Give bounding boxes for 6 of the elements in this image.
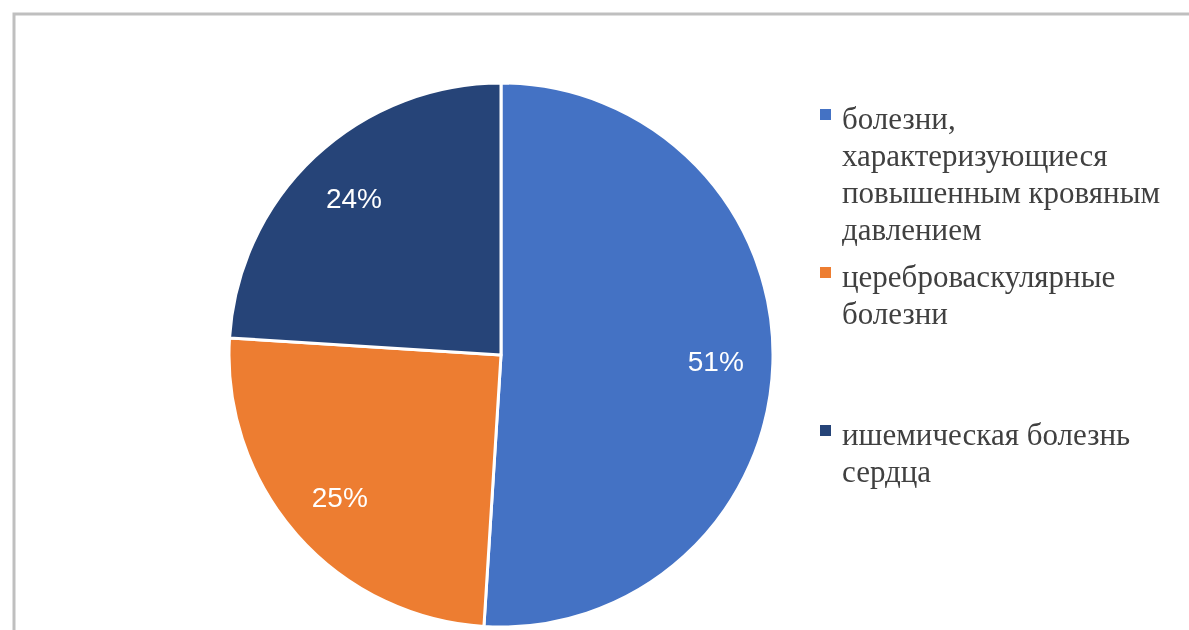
legend-label: болезни, характеризующиеся повышенным кровяным давлением xyxy=(842,100,1161,247)
data-label: 25% xyxy=(311,481,368,513)
legend-label: цереброваскулярные болезни xyxy=(842,258,1116,331)
legend-label: ишемическая болезнь сердца xyxy=(842,416,1131,489)
data-label: 51% xyxy=(687,346,744,378)
data-label: 24% xyxy=(325,182,382,214)
